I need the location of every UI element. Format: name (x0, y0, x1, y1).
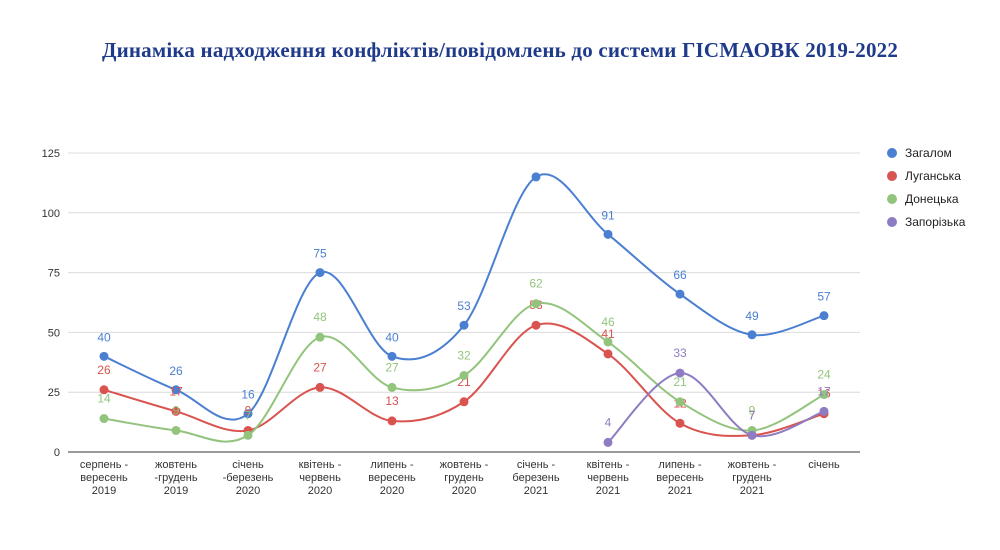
y-tick-label: 100 (42, 208, 60, 220)
data-point (387, 351, 397, 361)
data-point (315, 382, 325, 392)
data-label: 33 (673, 346, 687, 360)
y-tick-label: 75 (48, 268, 60, 280)
data-label: 14 (97, 392, 111, 406)
x-tick-label: липень -вересень 2020 (368, 459, 416, 497)
chart-title: Динаміка надходження конфліктів/повідомл… (101, 38, 899, 62)
data-point (315, 332, 325, 342)
data-label: 53 (457, 299, 471, 313)
data-point (387, 382, 397, 392)
data-point (819, 390, 829, 400)
data-label: 91 (601, 208, 615, 222)
data-label: 57 (817, 290, 831, 304)
data-point (603, 229, 613, 239)
legend-marker (887, 194, 897, 204)
data-label: 75 (313, 247, 327, 261)
x-tick-label: січень -березень 2021 (512, 459, 559, 497)
legend-label: Донецька (905, 192, 959, 206)
data-label: 9 (749, 403, 756, 417)
data-point (99, 414, 109, 424)
data-point (603, 349, 613, 359)
x-tick-label: квітень -червень 2020 (299, 459, 342, 497)
data-label: 48 (313, 310, 327, 324)
data-label: 26 (97, 363, 111, 377)
data-point (459, 397, 469, 407)
data-point (603, 437, 613, 447)
data-label: 16 (241, 388, 255, 402)
data-point (459, 370, 469, 380)
data-label: 24 (817, 368, 831, 382)
data-label: 13 (385, 394, 399, 408)
y-tick-label: 25 (48, 387, 60, 399)
series-line (607, 372, 825, 444)
data-label: 66 (673, 268, 687, 282)
data-label: 7 (749, 408, 756, 422)
data-point (243, 430, 253, 440)
legend-marker (887, 171, 897, 181)
data-label: 9 (245, 403, 252, 417)
legend-marker (887, 148, 897, 158)
data-point (99, 351, 109, 361)
data-label: 26 (169, 364, 183, 378)
data-label: 49 (745, 309, 759, 323)
data-label: 41 (601, 327, 615, 341)
y-tick-label: 125 (42, 148, 60, 160)
data-label: 32 (457, 348, 471, 362)
data-point (747, 430, 757, 440)
x-tick-label: жовтень -грудень 2020 (440, 459, 489, 497)
y-tick-label: 0 (54, 447, 60, 459)
y-tick-label: 50 (48, 327, 60, 339)
data-label: 21 (673, 375, 687, 389)
x-tick-label: жовтень -грудень 2021 (728, 459, 777, 497)
x-tick-label: липень -вересень 2021 (656, 459, 704, 497)
data-point (243, 409, 253, 419)
data-point (747, 330, 757, 340)
data-label: 17 (817, 384, 831, 398)
legend-label: Луганська (905, 169, 961, 183)
data-label: 27 (313, 360, 327, 374)
data-label: 7 (749, 408, 756, 422)
x-tick-label: квітень -червень 2021 (587, 459, 630, 497)
data-label: 4 (605, 415, 612, 429)
data-point (819, 311, 829, 321)
data-point (819, 406, 829, 416)
data-point (531, 172, 541, 182)
legend-label: Запорізька (905, 215, 966, 229)
data-label: 46 (601, 315, 615, 329)
data-point (171, 406, 181, 416)
legend-label: Загалом (905, 146, 952, 160)
data-point (99, 385, 109, 395)
data-point (459, 320, 469, 330)
data-point (675, 418, 685, 428)
data-point (675, 397, 685, 407)
x-tick-label: січень -березень 2020 (223, 459, 274, 497)
data-point (531, 320, 541, 330)
x-tick-label: січень (808, 459, 840, 471)
data-label: 27 (385, 360, 399, 374)
data-point (171, 385, 181, 395)
data-point (315, 268, 325, 278)
data-point (531, 299, 541, 309)
data-point (171, 425, 181, 435)
legend-marker (887, 217, 897, 227)
data-point (387, 416, 397, 426)
data-label: 40 (97, 330, 111, 344)
data-label: 17 (169, 384, 183, 398)
data-point (675, 368, 685, 378)
x-tick-label: жовтень -грудень 2019 (154, 459, 197, 497)
data-label: 62 (529, 277, 543, 291)
data-label: 9 (173, 403, 180, 417)
x-tick-label: серпень -вересень 2019 (80, 459, 129, 497)
data-label: 40 (385, 330, 399, 344)
data-point (675, 289, 685, 299)
data-point (603, 337, 613, 347)
data-label: 7 (245, 408, 252, 422)
